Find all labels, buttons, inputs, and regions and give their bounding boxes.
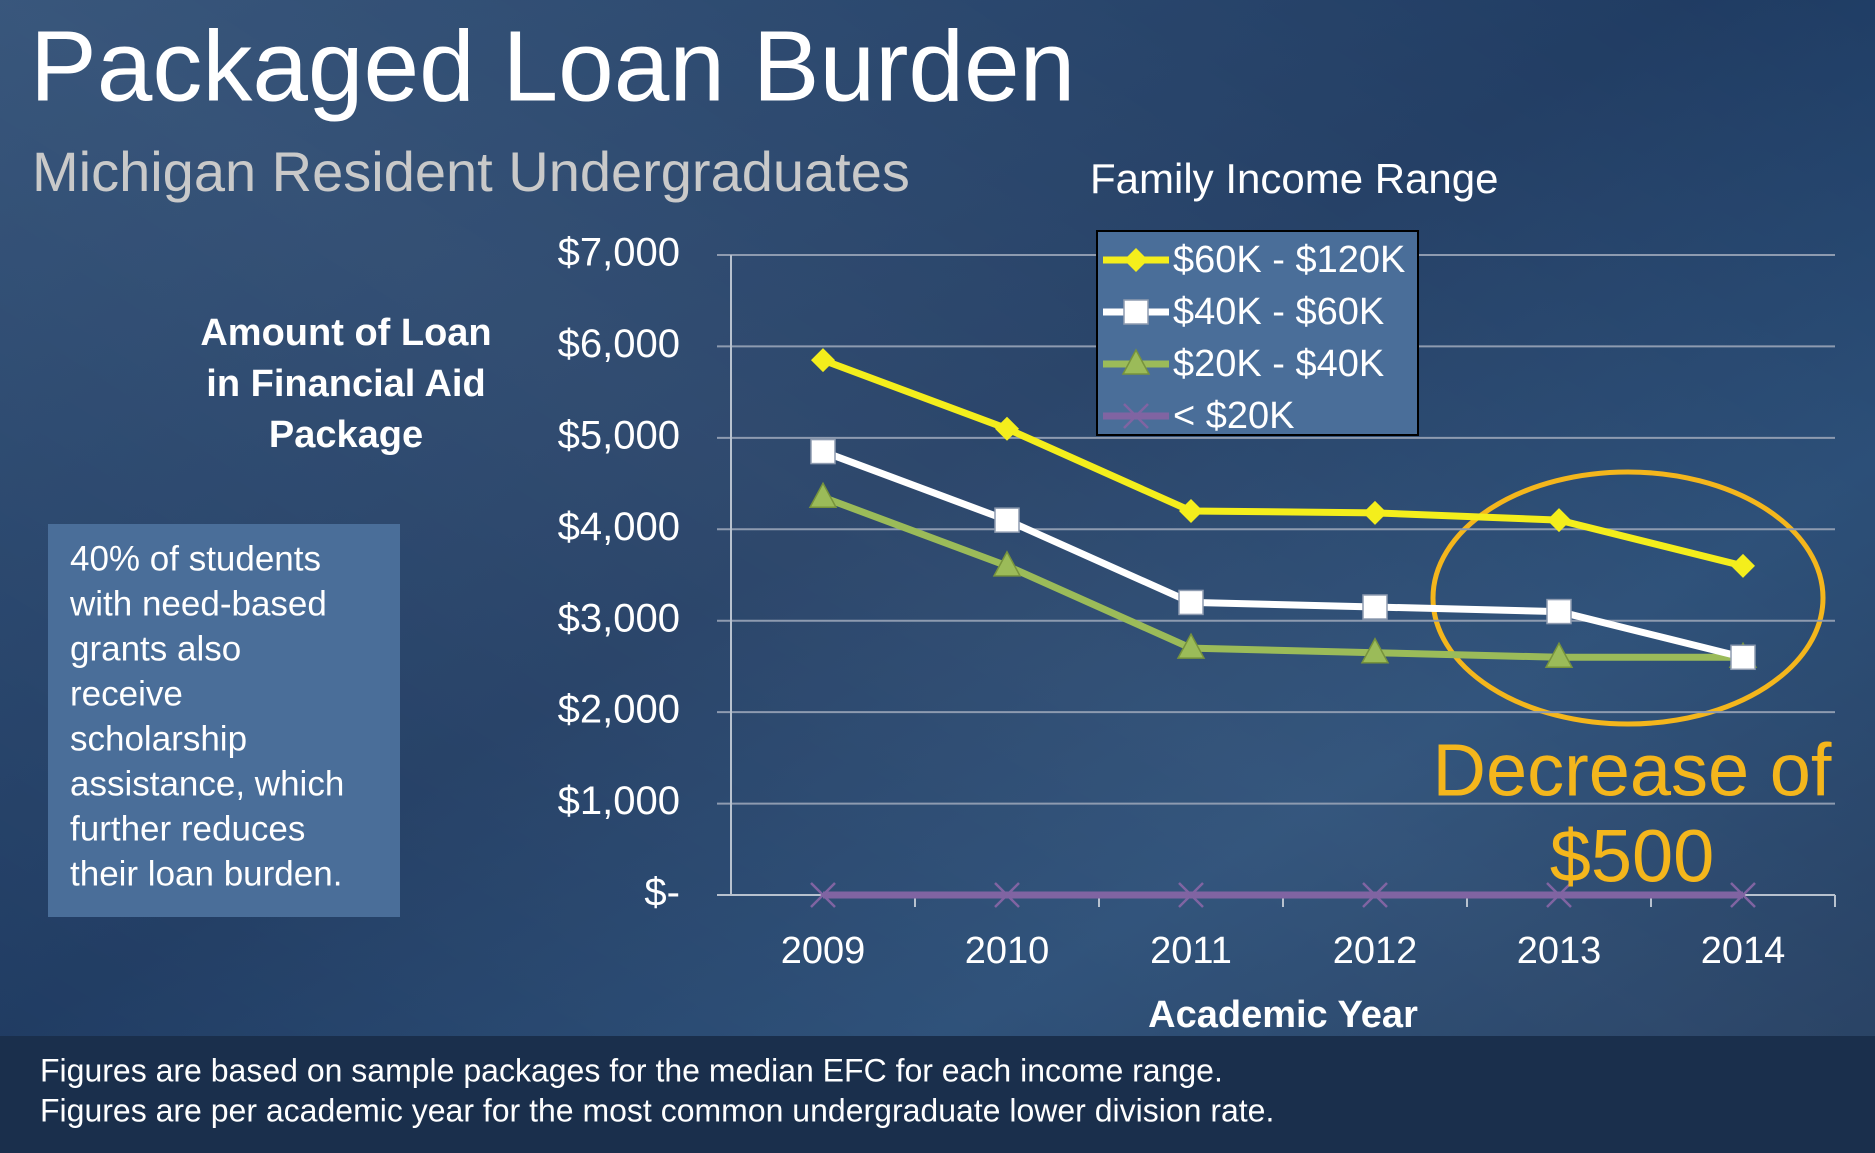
marker xyxy=(810,438,836,465)
annotation: Decrease of xyxy=(1433,729,1832,812)
y-axis-title: Amount of Loan xyxy=(200,312,491,354)
footnote: Figures are based on sample packages for… xyxy=(40,1052,1223,1088)
series-line xyxy=(821,494,1743,661)
note-text: their loan burden. xyxy=(70,854,342,893)
marker xyxy=(1123,403,1149,429)
marker xyxy=(1546,882,1572,908)
y-tick-label: $1,000 xyxy=(558,779,680,823)
y-tick-label: $7,000 xyxy=(558,231,680,275)
x-tick-label: 2014 xyxy=(1701,930,1786,972)
marker xyxy=(1730,644,1756,671)
x-tick-label: 2009 xyxy=(781,930,866,972)
marker xyxy=(995,416,1019,441)
marker xyxy=(1360,637,1390,664)
marker xyxy=(1544,641,1574,669)
x-axis-title: Academic Year xyxy=(1148,994,1418,1036)
marker xyxy=(1363,500,1387,525)
title: Packaged Loan Burden xyxy=(30,10,1075,122)
marker xyxy=(994,882,1020,908)
note-text: grants also xyxy=(70,629,241,668)
subtitle: Michigan Resident Undergraduates xyxy=(32,140,910,203)
marker xyxy=(1124,248,1148,272)
series-line xyxy=(821,448,1744,661)
legend-label: $20K - $40K xyxy=(1173,343,1384,385)
marker xyxy=(811,348,835,373)
annotation: $500 xyxy=(1550,815,1715,898)
y-tick-label: $5,000 xyxy=(558,413,680,457)
marker xyxy=(1731,553,1755,578)
marker xyxy=(994,507,1020,533)
marker xyxy=(992,550,1022,577)
y-tick-label: $- xyxy=(644,871,680,915)
note-box xyxy=(48,524,400,917)
y-tick-label: $3,000 xyxy=(558,596,680,640)
marker xyxy=(1730,882,1756,908)
note-text: assistance, which xyxy=(70,764,344,803)
marker xyxy=(1179,499,1203,523)
marker xyxy=(1178,589,1204,616)
y-tick-label: $4,000 xyxy=(558,505,680,549)
marker xyxy=(810,882,836,908)
series-line xyxy=(821,356,1744,570)
marker xyxy=(1176,632,1206,659)
legend-title: Family Income Range xyxy=(1090,155,1499,202)
marker xyxy=(1547,508,1571,533)
x-tick-label: 2013 xyxy=(1517,930,1602,972)
legend-label: $60K - $120K xyxy=(1173,239,1405,281)
note-text: 40% of students xyxy=(70,539,321,578)
marker xyxy=(1178,882,1204,908)
y-tick-label: $2,000 xyxy=(558,688,680,732)
y-tick-label: $6,000 xyxy=(558,322,680,366)
footnote: Figures are per academic year for the mo… xyxy=(40,1092,1274,1128)
marker xyxy=(1546,598,1572,625)
legend-box xyxy=(1096,230,1419,436)
x-tick-label: 2010 xyxy=(965,930,1050,972)
legend-label: < $20K xyxy=(1173,395,1295,437)
note-text: scholarship xyxy=(70,719,247,758)
marker xyxy=(1362,594,1388,620)
highlight-ellipse xyxy=(1430,469,1826,727)
marker xyxy=(808,481,838,509)
marker xyxy=(1121,348,1151,375)
note-text: further reduces xyxy=(70,809,305,848)
footer-band xyxy=(0,1036,1875,1153)
y-axis-title: Package xyxy=(269,414,423,456)
x-tick-label: 2012 xyxy=(1333,930,1418,972)
marker xyxy=(1123,299,1149,325)
marker xyxy=(1362,882,1388,908)
note-text: with need-based xyxy=(69,584,327,623)
legend-label: $40K - $60K xyxy=(1173,291,1384,333)
y-axis-title: in Financial Aid xyxy=(206,363,485,405)
x-tick-label: 2011 xyxy=(1150,930,1232,972)
note-text: receive xyxy=(70,674,183,713)
